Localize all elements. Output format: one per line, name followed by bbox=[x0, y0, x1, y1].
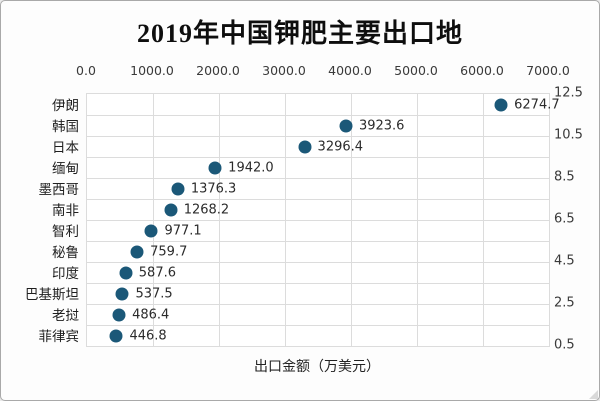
data-point-label: 6274.7 bbox=[514, 97, 560, 112]
x-tick-label: 2000.0 bbox=[196, 63, 240, 78]
right-y-tick-label: 12.5 bbox=[554, 85, 583, 101]
gridline-horizontal bbox=[87, 178, 549, 179]
gridline-horizontal bbox=[87, 157, 549, 158]
data-point bbox=[171, 182, 185, 195]
data-point bbox=[494, 98, 508, 111]
data-point-label: 1268.2 bbox=[183, 202, 230, 217]
data-point bbox=[144, 224, 158, 237]
data-point-label: 486.4 bbox=[132, 307, 170, 322]
category-label: 南非 bbox=[52, 202, 79, 219]
x-tick-label: 1000.0 bbox=[130, 63, 174, 78]
plot-area: 6274.7 3923.6 3296.4 1942.0 1376.3 1268.2 977.… bbox=[86, 93, 560, 347]
category-label: 印度 bbox=[52, 265, 79, 282]
category-label: 日本 bbox=[52, 139, 79, 156]
secondary-y-axis-ticks: 12.5 10.5 8.5 6.5 4.5 2.5 0.5 bbox=[554, 86, 598, 353]
category-label: 缅甸 bbox=[52, 160, 79, 177]
gridline-horizontal bbox=[87, 304, 549, 305]
data-point bbox=[164, 203, 178, 216]
category-label: 韩国 bbox=[52, 118, 79, 135]
gridline-horizontal bbox=[87, 136, 549, 137]
x-tick-label: 3000.0 bbox=[262, 63, 306, 78]
category-label: 老挝 bbox=[52, 307, 79, 324]
data-point bbox=[208, 161, 222, 174]
watermark-fragment bbox=[589, 390, 598, 399]
category-label: 智利 bbox=[52, 223, 79, 240]
gridline-horizontal bbox=[87, 220, 549, 221]
data-point-label: 977.1 bbox=[164, 223, 202, 238]
x-tick-label: 0.0 bbox=[76, 63, 96, 78]
category-axis-labels: 伊朗韩国日本缅甸墨西哥南非智利秘鲁印度巴基斯坦老挝菲律宾 bbox=[1, 93, 79, 345]
data-point bbox=[119, 266, 133, 279]
right-y-tick-label: 0.5 bbox=[554, 337, 575, 353]
right-y-tick-label: 2.5 bbox=[554, 295, 575, 311]
data-point-label: 759.7 bbox=[150, 244, 188, 259]
data-point-label: 1376.3 bbox=[190, 181, 237, 196]
data-point bbox=[112, 308, 126, 321]
data-point bbox=[298, 140, 312, 153]
category-label: 菲律宾 bbox=[38, 328, 80, 345]
x-tick-label: 7000.0 bbox=[526, 63, 570, 78]
right-y-tick-label: 4.5 bbox=[554, 253, 575, 269]
gridline-horizontal bbox=[87, 325, 549, 326]
gridline-horizontal bbox=[87, 199, 549, 200]
data-point-label: 3296.4 bbox=[317, 139, 364, 154]
gridline-horizontal bbox=[87, 115, 549, 116]
data-point-label: 587.6 bbox=[138, 265, 176, 280]
right-y-tick-label: 8.5 bbox=[554, 169, 575, 185]
x-axis-ticks: 0.0 1000.0 2000.0 3000.0 4000.0 5000.0 6000.0 7… bbox=[76, 63, 570, 81]
gridline-horizontal bbox=[87, 283, 549, 284]
category-label: 伊朗 bbox=[52, 97, 79, 114]
data-point-label: 446.8 bbox=[129, 328, 167, 343]
x-axis-title: 出口金额（万美元） bbox=[254, 359, 380, 375]
data-point bbox=[130, 245, 144, 258]
data-point bbox=[115, 287, 129, 300]
data-point-label: 537.5 bbox=[135, 286, 173, 301]
x-tick-label: 6000.0 bbox=[460, 63, 504, 78]
chart-title: 2019年中国钾肥主要出口地 bbox=[136, 19, 463, 48]
right-y-tick-label: 10.5 bbox=[554, 127, 583, 143]
data-point bbox=[109, 329, 123, 342]
category-label: 秘鲁 bbox=[52, 244, 79, 261]
data-point-label: 1942.0 bbox=[228, 160, 274, 175]
data-point-label: 3923.6 bbox=[358, 118, 405, 133]
gridline-horizontal bbox=[87, 262, 549, 263]
x-tick-label: 4000.0 bbox=[328, 63, 372, 78]
data-point bbox=[339, 119, 353, 132]
category-label: 巴基斯坦 bbox=[25, 286, 79, 303]
x-tick-label: 5000.0 bbox=[394, 63, 438, 78]
right-y-tick-label: 6.5 bbox=[554, 211, 575, 227]
category-label: 墨西哥 bbox=[38, 181, 80, 198]
gridline-horizontal bbox=[87, 241, 549, 242]
